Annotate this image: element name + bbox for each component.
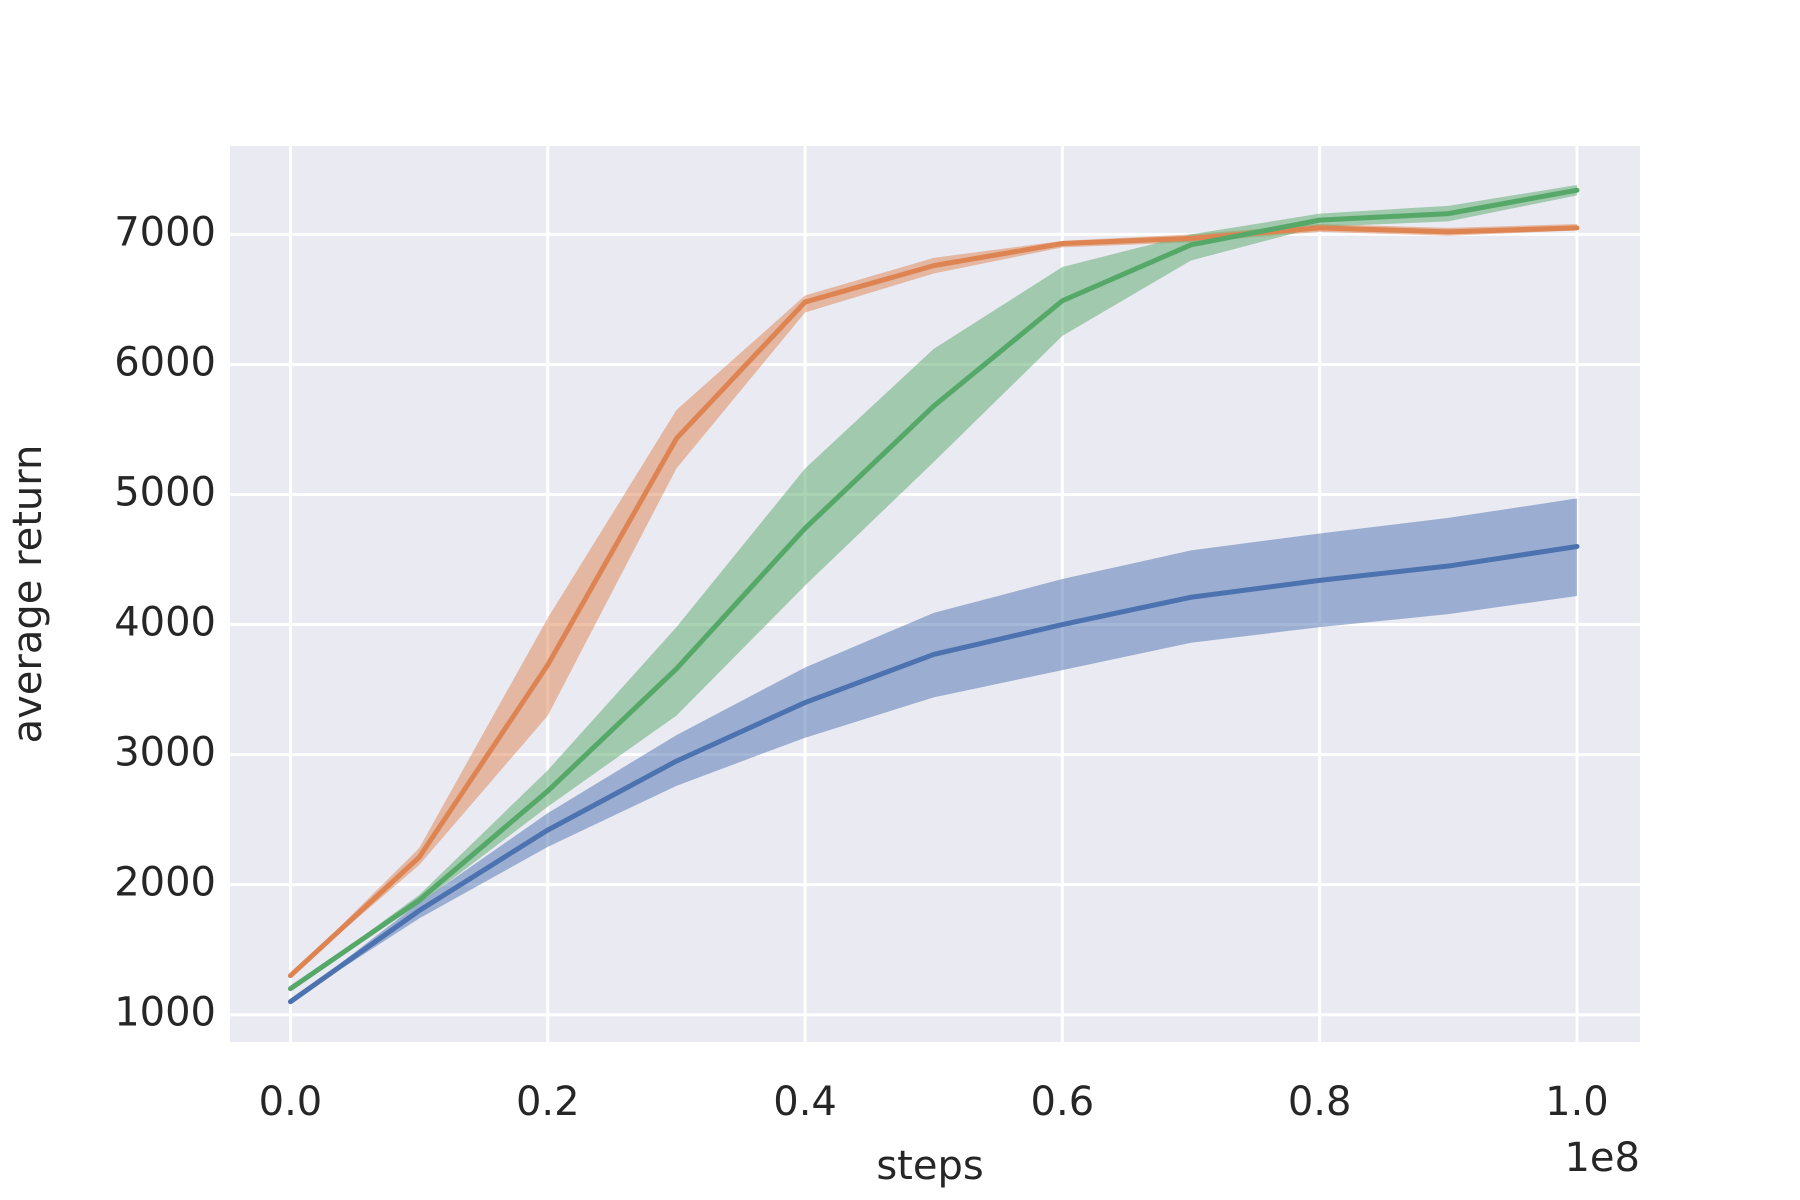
x-tick-label: 0.8 bbox=[1288, 1079, 1352, 1125]
x-axis-label: steps bbox=[876, 1143, 983, 1189]
series-line bbox=[287, 544, 1580, 1005]
y-tick-label: 3000 bbox=[114, 730, 216, 776]
confidence-band bbox=[290, 498, 1577, 1002]
x-tick-label: 0.4 bbox=[773, 1079, 837, 1125]
y-tick-label: 5000 bbox=[114, 470, 216, 516]
x-tick-label: 0.2 bbox=[516, 1079, 580, 1125]
y-tick-label: 2000 bbox=[114, 860, 216, 906]
x-tick-label: 0.6 bbox=[1031, 1079, 1095, 1125]
y-tick-label: 4000 bbox=[114, 600, 216, 646]
series-line bbox=[287, 225, 1580, 979]
y-tick-label: 7000 bbox=[114, 209, 216, 255]
x-tick-label: 1.0 bbox=[1545, 1079, 1609, 1125]
x-offset-label: 1e8 bbox=[1564, 1135, 1640, 1181]
y-tick-label: 1000 bbox=[114, 990, 216, 1036]
y-tick-label: 6000 bbox=[114, 339, 216, 385]
y-axis-label: average return bbox=[5, 445, 51, 744]
x-tick-label: 0.0 bbox=[259, 1079, 323, 1125]
series-line bbox=[287, 187, 1580, 992]
